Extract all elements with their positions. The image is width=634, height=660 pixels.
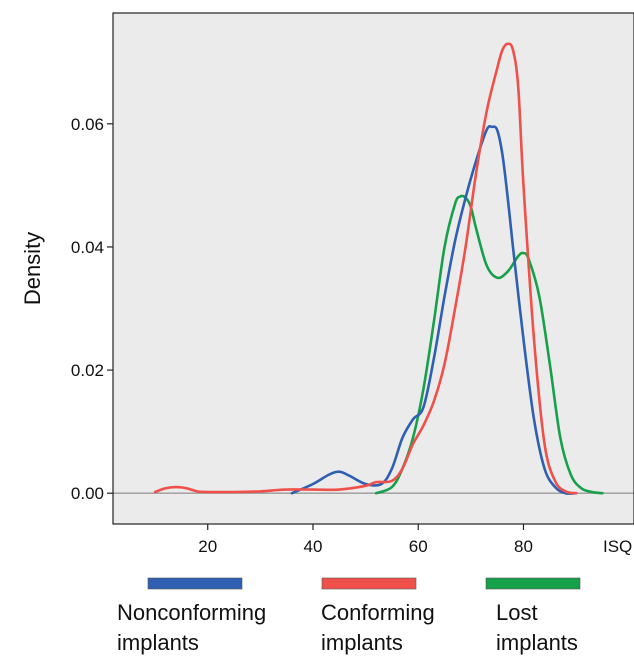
legend-label-conforming-implants: implants — [321, 630, 403, 655]
legend-swatch-lost-implants — [485, 577, 581, 590]
plot-background — [113, 13, 634, 524]
y-tick-label: 0.06 — [71, 115, 104, 134]
series-line-conforming-implants — [153, 42, 578, 495]
x-tick-label: 60 — [409, 537, 428, 556]
series-line-lost-implants — [374, 194, 604, 495]
legend: Nonconforming implants Conforming implants L… — [117, 577, 581, 655]
series-line-nonconforming-implants — [290, 125, 578, 495]
legend-swatch-nonconforming-implants — [147, 577, 243, 590]
x-tick-label: 40 — [304, 537, 323, 556]
plot-frame — [112, 12, 634, 525]
y-axis-label: Density — [20, 232, 45, 305]
y-axis-ticks: 0.00 0.02 0.04 0.06 — [71, 115, 113, 503]
y-tick-label: 0.04 — [71, 238, 104, 257]
y-tick-label: 0.00 — [71, 484, 104, 503]
x-axis-ticks: 20 40 60 80 — [198, 524, 533, 556]
legend-label-nonconforming-implants: Nonconforming — [117, 600, 266, 625]
x-tick-label: 20 — [198, 537, 217, 556]
density-curves — [153, 42, 604, 495]
legend-swatch-conforming-implants — [321, 577, 417, 590]
legend-label-conforming-implants: Conforming — [321, 600, 435, 625]
y-tick-label: 0.02 — [71, 361, 104, 380]
legend-label-lost-implants: implants — [496, 630, 578, 655]
legend-label-lost-implants: Lost — [496, 600, 538, 625]
x-axis-label: ISQ — [603, 537, 632, 556]
legend-label-nonconforming-implants: implants — [117, 630, 199, 655]
x-tick-label: 80 — [514, 537, 533, 556]
